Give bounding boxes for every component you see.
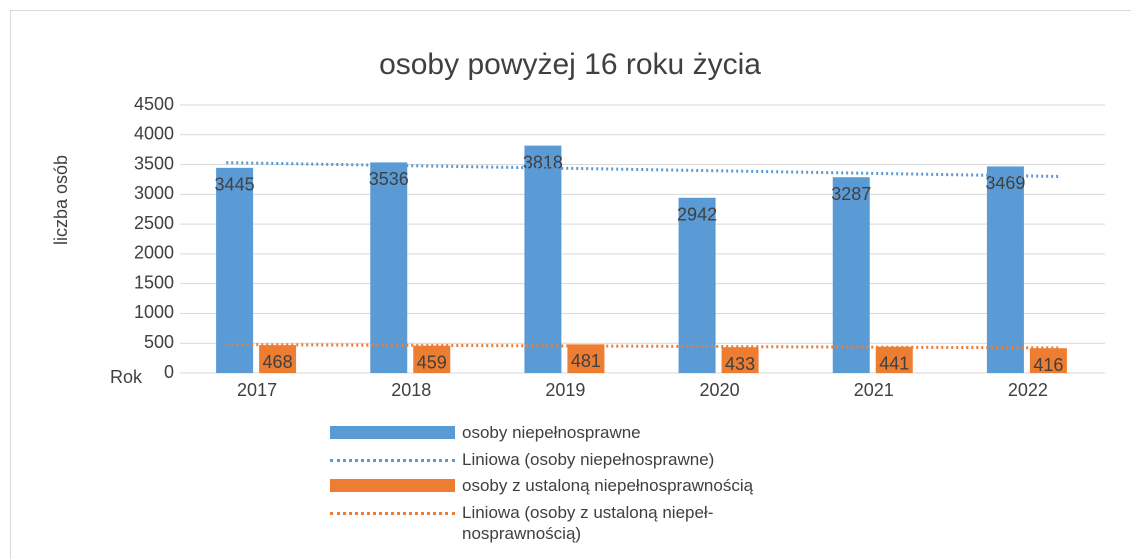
bar [875,346,913,373]
data-label: 468 [263,352,293,372]
y-tick-label: 0 [164,362,174,382]
chart-title: osoby powyżej 16 roku życia [379,48,761,81]
y-tick-label: 1000 [134,302,174,322]
data-label: 2942 [677,205,717,225]
data-label: 459 [417,352,447,372]
bar [259,345,297,373]
x-tick-label: 2017 [237,380,277,400]
chart-border [10,10,1131,559]
trendline [226,343,1059,350]
bar [216,167,254,373]
y-tick-label: 2500 [134,213,174,233]
bar [986,166,1024,373]
data-label: 441 [879,353,909,373]
bar [370,162,408,373]
y-axis-label: liczba osób [51,155,71,245]
y-tick-label: 1500 [134,272,174,292]
bar [413,345,451,373]
y-tick-label: 4000 [134,124,174,144]
legend-item: Liniowa (osoby niepełnosprawne) [330,449,753,476]
x-tick-label: 2021 [854,380,894,400]
legend-label: Liniowa (osoby z ustaloną niepeł- nospra… [462,502,714,543]
bar [524,145,562,373]
x-tick-label: 2019 [545,380,585,400]
legend-item: osoby z ustaloną niepełnosprawnością [330,475,753,502]
bar [678,197,716,373]
y-tick-label: 3500 [134,153,174,173]
data-label: 416 [1033,355,1063,375]
data-label: 433 [725,354,755,374]
data-label: 3536 [369,169,409,189]
legend-item: Liniowa (osoby z ustaloną niepeł- nospra… [330,502,753,543]
x-tick-label: 2022 [1008,380,1048,400]
x-tick-label: 2018 [391,380,431,400]
y-tick-label: 500 [144,332,174,352]
legend: osoby niepełnosprawne Liniowa (osoby niep… [330,422,753,543]
data-label: 481 [571,351,601,371]
bar [832,177,870,373]
x-tick-label: 2020 [700,380,740,400]
data-label: 3287 [831,184,871,204]
bar [721,347,759,373]
y-tick-label: 2000 [134,243,174,263]
legend-swatch [330,458,455,462]
data-label: 3469 [985,173,1025,193]
legend-label: osoby niepełnosprawne [462,423,641,442]
legend-item: osoby niepełnosprawne [330,422,753,449]
legend-swatch [330,479,455,492]
legend-swatch [330,426,455,439]
data-label: 3445 [215,175,255,195]
legend-swatch [330,511,455,515]
y-tick-label: 4500 [134,94,174,114]
legend-label: Liniowa (osoby niepełnosprawne) [462,449,715,469]
bar [1029,348,1067,373]
y-tick-label: 3000 [134,183,174,203]
legend-label: osoby z ustaloną niepełnosprawnością [462,476,754,495]
bar [567,344,605,373]
x-axis-label: Rok [110,367,143,387]
trendline [226,161,1059,178]
